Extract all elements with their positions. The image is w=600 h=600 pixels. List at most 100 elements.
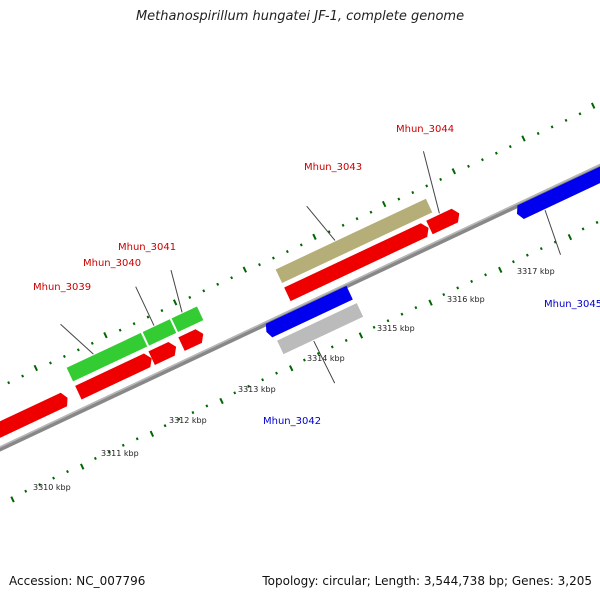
minor-tick: [285, 249, 289, 254]
major-tick: [10, 496, 15, 503]
major-tick: [521, 135, 526, 142]
minor-tick: [369, 210, 373, 214]
major-tick: [451, 168, 457, 175]
minor-tick: [442, 292, 446, 297]
kbp-label: 3310 kbp: [33, 483, 71, 492]
minor-tick: [135, 437, 139, 441]
minor-tick: [146, 315, 150, 319]
minor-tick: [49, 361, 52, 365]
cds-blue-1[interactable]: [263, 285, 353, 339]
minor-tick: [271, 256, 275, 260]
gene-bar-mhun3042[interactable]: [277, 303, 364, 355]
gene-label-mhun3045[interactable]: Mhun_3045: [544, 299, 600, 310]
minor-tick: [90, 341, 94, 345]
gene-labels: Mhun_3039 Mhun_3040 Mhun_3041 Mhun_3042 …: [33, 124, 600, 427]
minor-tick: [539, 247, 543, 251]
minor-tick: [341, 223, 345, 227]
minor-tick: [470, 279, 474, 283]
minor-tick: [302, 358, 306, 362]
gene-bar-mhun3040[interactable]: [142, 319, 177, 346]
minor-tick: [564, 118, 568, 122]
major-tick: [358, 332, 364, 339]
minor-tick: [480, 158, 484, 162]
gene-bar-mhun3039[interactable]: [66, 332, 148, 382]
cds-red-1[interactable]: [0, 391, 71, 511]
minor-tick: [467, 164, 470, 168]
kbp-label: 3315 kbp: [377, 324, 415, 333]
scale-ticks-bottom: [10, 220, 599, 503]
minor-tick: [344, 338, 348, 342]
minor-tick: [76, 348, 80, 352]
minor-tick: [400, 312, 404, 316]
major-tick: [103, 332, 108, 339]
minor-tick: [372, 325, 376, 329]
major-tick: [33, 364, 38, 372]
gene-bar-mhun3043[interactable]: [275, 198, 433, 284]
gene-label-mhun3040[interactable]: Mhun_3040: [83, 258, 141, 269]
major-tick: [312, 233, 317, 240]
minor-tick: [411, 190, 415, 195]
kbp-label: 3312 kbp: [169, 416, 207, 425]
minor-tick: [93, 456, 97, 461]
minor-tick: [484, 273, 487, 277]
major-tick: [80, 463, 85, 470]
minor-tick: [525, 253, 529, 257]
minor-tick: [118, 328, 122, 332]
minor-tick: [536, 131, 540, 136]
minor-tick: [425, 184, 429, 188]
minor-tick: [38, 483, 42, 487]
minor-tick: [191, 410, 195, 415]
minor-tick: [24, 489, 28, 493]
minor-tick: [7, 381, 11, 385]
minor-tick: [66, 470, 69, 474]
minor-tick: [21, 374, 25, 378]
major-tick: [428, 299, 433, 306]
minor-tick: [205, 404, 209, 408]
minor-tick: [247, 384, 251, 388]
minor-tick: [397, 197, 401, 201]
minor-tick: [216, 282, 220, 286]
major-tick: [567, 233, 573, 241]
gene-label-mhun3039[interactable]: Mhun_3039: [33, 282, 91, 293]
cds-red-5[interactable]: [284, 221, 432, 302]
gene-label-mhun3043[interactable]: Mhun_3043: [304, 162, 362, 173]
major-tick: [172, 299, 178, 306]
cds-blue-2[interactable]: [514, 136, 600, 221]
accession-text: Accession: NC_007796: [9, 574, 146, 588]
callout-lines: [60, 151, 562, 384]
minor-tick: [160, 308, 164, 313]
minor-tick: [511, 260, 515, 264]
minor-tick: [258, 263, 261, 267]
major-tick: [498, 266, 503, 274]
cds-red-2[interactable]: [75, 351, 155, 400]
minor-tick: [52, 476, 56, 480]
kbp-label: 3313 kbp: [238, 385, 276, 394]
forward-gene-row: [66, 198, 433, 382]
minor-tick: [330, 345, 334, 349]
kbp-labels: 3310 kbp 3311 kbp 3312 kbp 3313 kbp 3314…: [33, 267, 555, 492]
minor-tick: [355, 217, 359, 221]
major-tick: [381, 200, 387, 208]
minor-tick: [177, 417, 181, 421]
minor-tick: [508, 145, 512, 149]
gene-label-mhun3041[interactable]: Mhun_3041: [118, 242, 176, 253]
cds-red-6[interactable]: [426, 207, 462, 235]
gene-bar-mhun3041[interactable]: [171, 306, 204, 332]
backbone-highlight: [0, 91, 600, 519]
minor-tick: [299, 243, 303, 247]
minor-tick: [578, 112, 582, 116]
minor-tick: [456, 286, 460, 290]
minor-tick: [163, 424, 167, 428]
reverse-cds-row: [263, 136, 600, 355]
cds-red-3[interactable]: [148, 340, 179, 365]
gene-label-mhun3044[interactable]: Mhun_3044: [396, 124, 454, 135]
minor-tick: [202, 289, 206, 293]
minor-tick: [550, 125, 554, 129]
gene-label-mhun3042[interactable]: Mhun_3042: [263, 416, 321, 427]
minor-tick: [494, 151, 498, 155]
minor-tick: [233, 391, 237, 395]
minor-tick: [275, 371, 278, 375]
cds-red-4[interactable]: [178, 327, 206, 351]
